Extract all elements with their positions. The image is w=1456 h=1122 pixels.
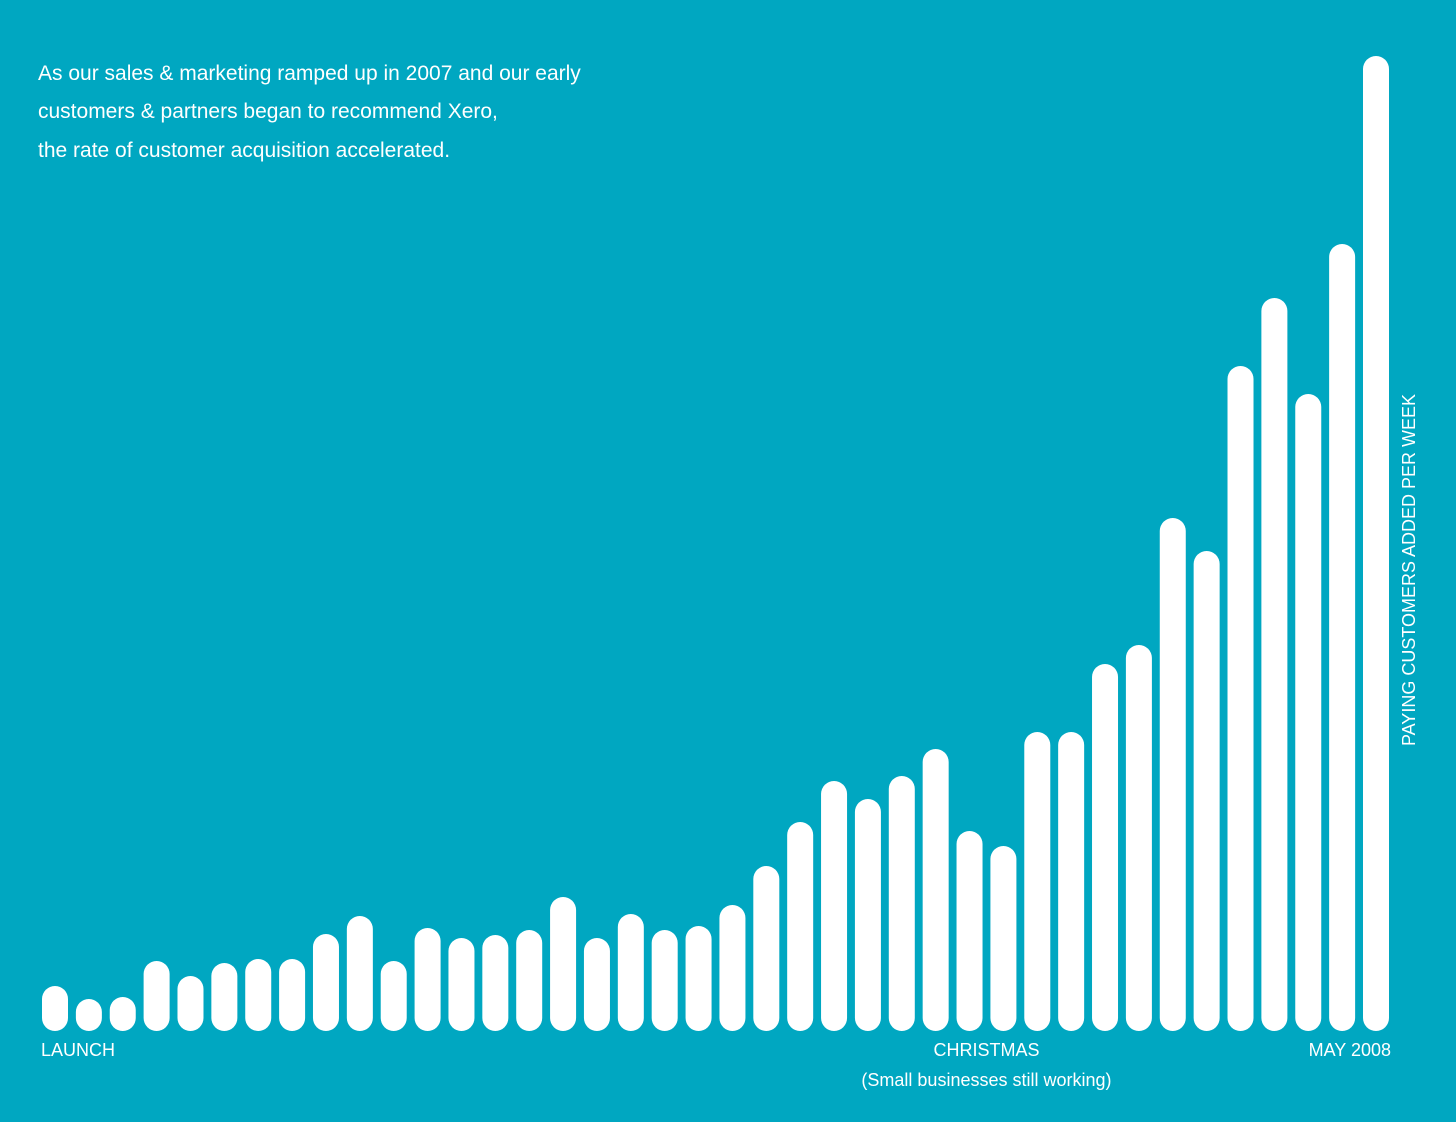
bar — [42, 986, 68, 1031]
bar — [719, 905, 746, 1031]
x-tick-label: CHRISTMAS — [933, 1040, 1039, 1060]
bar — [651, 930, 678, 1031]
bar — [1261, 298, 1288, 1031]
bar — [482, 935, 509, 1031]
bar — [583, 938, 610, 1031]
description-line: As our sales & marketing ramped up in 20… — [38, 62, 581, 85]
bar — [753, 866, 780, 1031]
bar — [1058, 732, 1085, 1031]
bar — [1193, 551, 1220, 1031]
bar — [279, 959, 306, 1031]
bar — [1363, 56, 1389, 1031]
y-axis-label: PAYING CUSTOMERS ADDED PER WEEK — [1399, 394, 1419, 746]
x-tick-label: LAUNCH — [41, 1040, 115, 1060]
bar — [177, 976, 204, 1031]
bar — [448, 938, 475, 1031]
bar — [312, 934, 339, 1031]
bar — [143, 961, 170, 1031]
bar — [550, 897, 577, 1031]
bar — [211, 963, 238, 1031]
bar — [1024, 732, 1051, 1031]
bar — [787, 822, 814, 1031]
bar — [75, 999, 102, 1031]
bar — [922, 749, 949, 1031]
description-line: the rate of customer acquisition acceler… — [38, 139, 450, 162]
annotation: (Small businesses still working) — [861, 1070, 1111, 1090]
bar — [380, 961, 407, 1031]
bar — [245, 959, 272, 1031]
bar — [854, 799, 881, 1031]
bar — [109, 997, 136, 1031]
bar — [1227, 366, 1254, 1031]
bar — [1125, 645, 1152, 1031]
bar — [346, 916, 373, 1031]
bar — [821, 781, 848, 1031]
bar — [1295, 394, 1322, 1031]
bar — [956, 831, 983, 1031]
bar — [1092, 664, 1119, 1031]
bar — [414, 928, 441, 1031]
bar — [516, 930, 543, 1031]
bar — [1159, 518, 1186, 1031]
bar — [685, 926, 712, 1031]
x-tick-label: MAY 2008 — [1309, 1040, 1391, 1060]
bar — [1329, 244, 1356, 1031]
bar — [617, 914, 644, 1031]
bar — [990, 846, 1017, 1031]
bar — [888, 776, 915, 1031]
description-line: customers & partners began to recommend … — [38, 100, 498, 123]
